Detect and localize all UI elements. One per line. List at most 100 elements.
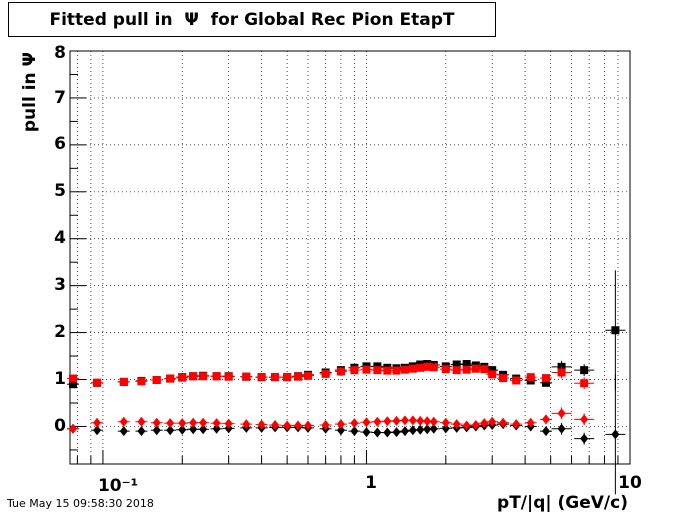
data-point-square — [400, 365, 409, 374]
x-tick-label-1: 1 — [365, 473, 377, 493]
data-point-diamond — [383, 427, 392, 438]
data-point-diamond — [499, 417, 508, 428]
plot-frame — [69, 50, 631, 465]
data-point-square — [224, 372, 233, 381]
y-tick-label-6: 6 — [54, 134, 66, 154]
data-point-square — [408, 364, 417, 373]
data-point-diamond — [178, 418, 187, 429]
data-point-diamond — [362, 417, 371, 428]
x-tick-label-0.1: 10⁻¹ — [98, 476, 138, 496]
data-point-diamond — [462, 420, 471, 431]
y-tick-label-2: 2 — [54, 322, 66, 342]
data-point-diamond — [350, 418, 359, 429]
data-point-square — [429, 363, 438, 372]
data-point-diamond — [429, 416, 438, 427]
data-point-square — [336, 367, 345, 376]
data-point-diamond — [224, 418, 233, 429]
grid — [70, 50, 631, 464]
data-point-diamond — [199, 417, 208, 428]
data-point-square — [383, 366, 392, 375]
data-point-square — [137, 377, 146, 386]
data-point-diamond — [611, 429, 620, 440]
series-1 — [67, 362, 595, 390]
timestamp-footer: Tue May 15 09:58:30 2018 — [7, 497, 154, 510]
series-0 — [67, 270, 626, 391]
data-point-diamond — [257, 419, 266, 430]
data-point-square — [416, 363, 425, 372]
data-point-diamond — [416, 415, 425, 426]
y-axis-label: pull in Ψ — [20, 52, 40, 132]
data-point-square — [93, 378, 102, 387]
data-point-square — [294, 372, 303, 381]
data-point-diamond — [557, 408, 566, 419]
data-point-diamond — [392, 427, 401, 438]
data-point-square — [499, 374, 508, 383]
data-point-diamond — [526, 417, 535, 428]
data-point-square — [526, 373, 535, 382]
data-point-diamond — [408, 415, 417, 426]
data-marks — [67, 270, 626, 495]
x-tick-labels: 10⁻¹ 1 10 — [98, 473, 642, 496]
data-point-square — [471, 364, 480, 373]
data-point-diamond — [242, 419, 251, 430]
data-point-diamond — [557, 423, 566, 434]
series-3 — [67, 407, 595, 434]
x-tick-label-10: 10 — [618, 473, 642, 493]
data-point-square — [423, 362, 432, 371]
data-point-square — [69, 374, 78, 383]
data-point-diamond — [166, 425, 175, 436]
data-point-square — [462, 365, 471, 374]
y-tick-label-5: 5 — [54, 181, 66, 201]
data-point-diamond — [452, 419, 461, 430]
data-point-square — [541, 374, 550, 383]
data-point-diamond — [416, 424, 425, 435]
data-point-diamond — [336, 419, 345, 430]
data-point-diamond — [119, 416, 128, 427]
y-tick-label-8: 8 — [54, 43, 66, 63]
data-point-diamond — [392, 415, 401, 426]
data-point-diamond — [423, 416, 432, 427]
y-tick-labels: 0 1 2 3 4 5 6 7 8 — [54, 43, 66, 436]
data-point-square — [480, 365, 489, 374]
data-point-diamond — [383, 416, 392, 427]
data-point-diamond — [350, 426, 359, 437]
y-tick-label-4: 4 — [54, 228, 66, 248]
data-point-diamond — [166, 418, 175, 429]
data-point-diamond — [488, 416, 497, 427]
data-point-diamond — [580, 414, 589, 425]
data-point-diamond — [362, 427, 371, 438]
data-point-square — [580, 366, 589, 375]
data-point-diamond — [93, 417, 102, 428]
data-point-diamond — [178, 424, 187, 435]
data-point-square — [373, 366, 382, 375]
data-point-square — [69, 380, 78, 389]
data-point-diamond — [283, 420, 292, 431]
data-point-square — [392, 366, 401, 375]
data-point-square — [166, 374, 175, 383]
data-point-square — [257, 373, 266, 382]
data-point-square — [271, 373, 280, 382]
data-point-square — [462, 360, 471, 369]
data-point-square — [452, 360, 461, 369]
data-point-diamond — [189, 424, 198, 435]
data-point-square — [512, 376, 521, 385]
y-tick-label-0: 0 — [54, 416, 66, 436]
data-point-square — [283, 373, 292, 382]
data-point-diamond — [137, 426, 146, 437]
data-point-diamond — [441, 423, 450, 434]
data-point-square — [303, 371, 312, 380]
data-point-diamond — [580, 433, 589, 444]
data-point-diamond — [294, 420, 303, 431]
data-point-diamond — [408, 425, 417, 436]
data-point-diamond — [400, 415, 409, 426]
data-point-diamond — [541, 426, 550, 437]
data-point-diamond — [189, 417, 198, 428]
data-point-square — [189, 372, 198, 381]
data-point-diamond — [429, 423, 438, 434]
data-point-diamond — [93, 425, 102, 436]
chart-title: Fitted pull in Ψ for Global Rec Pion Eta… — [8, 2, 496, 37]
data-point-square — [488, 370, 497, 379]
data-point-diamond — [512, 419, 521, 430]
data-point-diamond — [541, 414, 550, 425]
